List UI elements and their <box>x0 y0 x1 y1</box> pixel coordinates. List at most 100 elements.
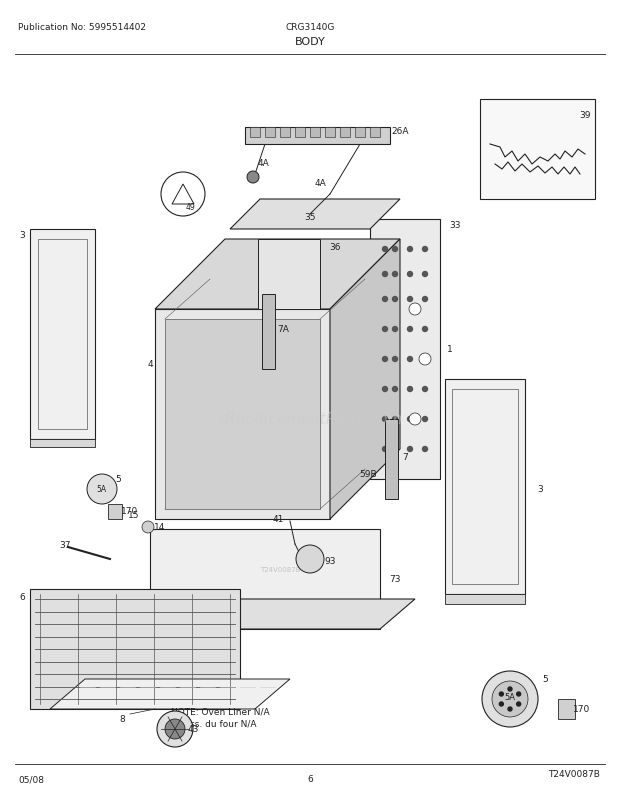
Circle shape <box>407 272 412 277</box>
Polygon shape <box>558 699 575 719</box>
Text: 4A: 4A <box>257 158 269 168</box>
Polygon shape <box>30 589 240 709</box>
Circle shape <box>422 272 428 277</box>
Text: 35: 35 <box>304 213 316 222</box>
Circle shape <box>409 414 421 426</box>
Circle shape <box>516 692 521 696</box>
Circle shape <box>407 387 412 392</box>
Text: 05/08: 05/08 <box>18 775 44 784</box>
Polygon shape <box>310 128 320 138</box>
Polygon shape <box>355 128 365 138</box>
Text: T24V0087B: T24V0087B <box>548 770 600 779</box>
Circle shape <box>383 417 388 422</box>
Text: 26A: 26A <box>391 128 409 136</box>
Circle shape <box>87 475 117 504</box>
Circle shape <box>422 387 428 392</box>
Circle shape <box>157 711 193 747</box>
Circle shape <box>142 521 154 533</box>
Text: sReplacementParts.com: sReplacementParts.com <box>218 412 402 427</box>
Circle shape <box>407 297 412 302</box>
Polygon shape <box>265 128 275 138</box>
Circle shape <box>165 719 185 739</box>
Text: 37: 37 <box>60 540 71 549</box>
Circle shape <box>407 417 412 422</box>
Circle shape <box>422 447 428 452</box>
Polygon shape <box>150 529 380 630</box>
Circle shape <box>383 247 388 252</box>
Circle shape <box>422 357 428 362</box>
Polygon shape <box>250 128 260 138</box>
Circle shape <box>392 247 397 252</box>
Polygon shape <box>150 599 415 630</box>
Polygon shape <box>370 220 440 480</box>
Text: 39: 39 <box>579 111 591 119</box>
Polygon shape <box>165 320 320 509</box>
Circle shape <box>407 447 412 452</box>
Text: 7: 7 <box>402 453 408 462</box>
Text: 15: 15 <box>128 510 140 519</box>
Polygon shape <box>50 679 290 709</box>
Polygon shape <box>155 240 400 310</box>
Circle shape <box>383 327 388 332</box>
Text: 41: 41 <box>272 515 284 524</box>
Polygon shape <box>230 200 400 229</box>
Text: 73: 73 <box>389 575 401 584</box>
Circle shape <box>422 417 428 422</box>
Circle shape <box>383 297 388 302</box>
Circle shape <box>383 387 388 392</box>
Polygon shape <box>340 128 350 138</box>
Text: NOTE: Oven Liner N/A: NOTE: Oven Liner N/A <box>170 707 269 715</box>
Circle shape <box>392 357 397 362</box>
Text: Publication No: 5995514402: Publication No: 5995514402 <box>18 23 146 32</box>
Text: 43: 43 <box>187 724 198 734</box>
Circle shape <box>508 707 512 711</box>
Circle shape <box>392 447 397 452</box>
Circle shape <box>499 702 503 706</box>
Text: BODY: BODY <box>294 37 326 47</box>
Polygon shape <box>445 594 525 604</box>
Text: 33: 33 <box>450 221 461 229</box>
Polygon shape <box>245 128 390 145</box>
Circle shape <box>247 172 259 184</box>
Circle shape <box>392 387 397 392</box>
Circle shape <box>407 247 412 252</box>
Text: 6: 6 <box>19 593 25 602</box>
Text: 5A: 5A <box>96 485 106 494</box>
Text: Ass. du four N/A: Ass. du four N/A <box>184 719 256 727</box>
Circle shape <box>161 172 205 217</box>
Polygon shape <box>295 128 305 138</box>
Polygon shape <box>385 419 398 500</box>
Text: 3: 3 <box>537 485 543 494</box>
Polygon shape <box>30 229 95 439</box>
Text: 5: 5 <box>542 674 548 683</box>
Circle shape <box>409 304 421 316</box>
Text: 170: 170 <box>122 507 139 516</box>
Circle shape <box>392 417 397 422</box>
Circle shape <box>296 545 324 573</box>
Circle shape <box>419 354 431 366</box>
Text: 6: 6 <box>307 775 313 784</box>
Text: T24V0087B: T24V0087B <box>260 566 300 573</box>
Polygon shape <box>155 310 330 520</box>
Polygon shape <box>262 294 275 370</box>
Polygon shape <box>280 128 290 138</box>
Text: 14: 14 <box>154 523 166 532</box>
Text: 49: 49 <box>185 202 195 211</box>
Circle shape <box>392 327 397 332</box>
Circle shape <box>492 681 528 717</box>
Circle shape <box>508 687 512 691</box>
Text: CRG3140G: CRG3140G <box>285 23 335 32</box>
Text: 93: 93 <box>324 557 336 565</box>
Circle shape <box>422 297 428 302</box>
Circle shape <box>383 272 388 277</box>
Circle shape <box>499 692 503 696</box>
Text: 170: 170 <box>574 705 591 714</box>
Polygon shape <box>330 240 400 520</box>
Text: 8: 8 <box>119 715 125 723</box>
Text: 1: 1 <box>447 345 453 354</box>
Text: 3: 3 <box>19 230 25 239</box>
Polygon shape <box>258 240 320 310</box>
Circle shape <box>383 357 388 362</box>
Text: 59B: 59B <box>359 470 377 479</box>
Polygon shape <box>445 379 525 594</box>
